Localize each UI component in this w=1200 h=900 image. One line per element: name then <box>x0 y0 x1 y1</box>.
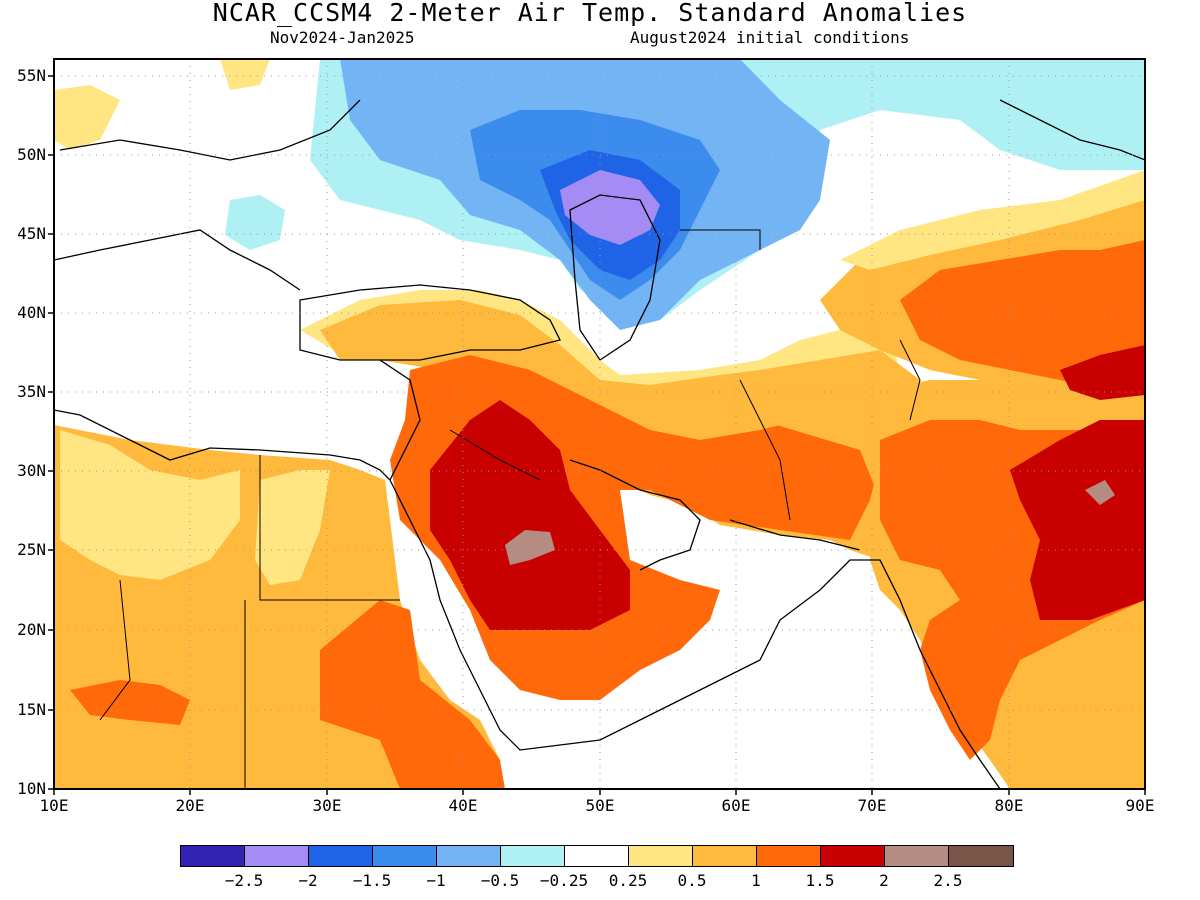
colorbar-swatch <box>629 846 693 866</box>
colorbar-label: 1.5 <box>805 871 835 890</box>
x-tick-label: 40E <box>448 796 478 815</box>
colorbar-swatch <box>181 846 245 866</box>
initial-conditions: August2024 initial conditions <box>630 28 910 47</box>
x-tick-label: 60E <box>721 796 751 815</box>
colorbar-swatch <box>501 846 565 866</box>
y-tick-label: 50N <box>17 145 46 164</box>
mongolia-yellow-band <box>840 170 1145 270</box>
coastlines <box>54 99 1145 789</box>
y-tick-label: 25N <box>17 540 46 559</box>
x-tick-label: 30E <box>312 796 342 815</box>
arabia-red-core <box>430 400 630 630</box>
sahel-orange-region <box>320 600 505 789</box>
x-tick-label: 50E <box>585 796 615 815</box>
colorbar-swatch <box>693 846 757 866</box>
europe-yellow-spot-2 <box>220 59 270 90</box>
y-tick-label: 10N <box>17 779 46 798</box>
chad-orange-spot <box>70 680 190 725</box>
caspian-purple-core <box>560 170 660 245</box>
y-tick-label: 20N <box>17 620 46 639</box>
colorbar-swatch <box>757 846 821 866</box>
y-tick-label: 15N <box>17 700 46 719</box>
colorbar-swatch <box>309 846 373 866</box>
y-tick-label: 40N <box>17 303 46 322</box>
x-tick-label: 20E <box>175 796 205 815</box>
nepal-brown-spot <box>1085 480 1115 505</box>
colorbar-swatch <box>373 846 437 866</box>
colorbar-label: −2 <box>298 871 318 890</box>
colorbar-label: −1.5 <box>352 871 392 890</box>
graticule <box>54 59 1145 789</box>
colorbar-label: −0.25 <box>539 871 589 890</box>
colorbar-label: −0.5 <box>480 871 520 890</box>
x-tick-label: 10E <box>39 796 69 815</box>
y-tick-label: 45N <box>17 224 46 243</box>
colorbar-swatch <box>437 846 501 866</box>
x-tick-label: 90E <box>1125 796 1155 815</box>
colorbar-swatch <box>949 846 1013 866</box>
colorbar-swatch <box>565 846 629 866</box>
map-title: NCAR_CCSM4 2-Meter Air Temp. Standard An… <box>212 0 968 27</box>
x-tick-label: 80E <box>994 796 1024 815</box>
axis-ticks <box>48 75 1146 795</box>
anomaly-shading <box>54 59 1145 789</box>
forecast-period: Nov2024-Jan2025 <box>270 28 415 47</box>
colorbar-swatch <box>821 846 885 866</box>
india-red-core <box>1010 390 1145 620</box>
y-tick-label: 35N <box>17 382 46 401</box>
arabia-brown-spot <box>505 530 555 565</box>
africa-yellow-region-2 <box>255 470 330 585</box>
x-tick-label: 70E <box>857 796 887 815</box>
colorbar-swatch <box>245 846 309 866</box>
colorbar-label: −1 <box>426 871 446 890</box>
colorbar-label: 2 <box>879 871 889 890</box>
colorbar-label: 0.25 <box>608 871 648 890</box>
y-tick-label: 55N <box>17 66 46 85</box>
balkans-cyan-spot <box>225 195 285 250</box>
africa-yellow-region <box>60 430 240 580</box>
colorbar-swatch <box>885 846 949 866</box>
colorbar-label: 2.5 <box>933 871 963 890</box>
colorbar <box>180 845 1014 867</box>
y-tick-label: 30N <box>17 461 46 480</box>
central-asia-orange <box>900 240 1145 390</box>
colorbar-label: 0.5 <box>677 871 707 890</box>
tibet-red-spot <box>1060 345 1145 400</box>
europe-yellow-spot <box>54 85 120 150</box>
borders <box>99 229 921 789</box>
colorbar-label: 1 <box>751 871 761 890</box>
colorbar-label: −2.5 <box>224 871 264 890</box>
